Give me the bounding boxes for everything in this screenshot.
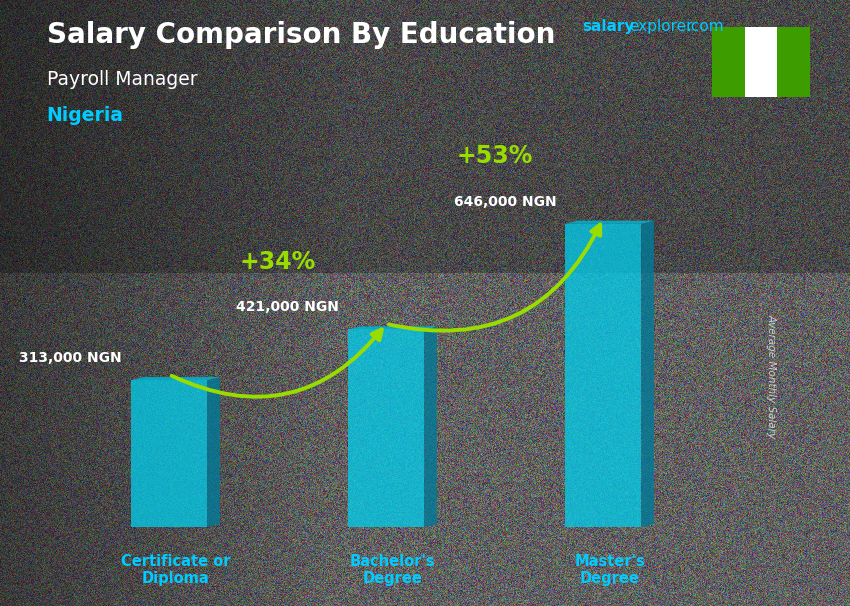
Bar [745, 27, 778, 97]
Text: explorer: explorer [629, 19, 693, 35]
Polygon shape [348, 327, 437, 330]
Text: Bachelor's
Degree: Bachelor's Degree [349, 553, 435, 586]
Text: 646,000 NGN: 646,000 NGN [454, 195, 556, 209]
Polygon shape [348, 330, 424, 527]
Polygon shape [565, 224, 641, 527]
Text: Average Monthly Salary: Average Monthly Salary [767, 314, 777, 438]
Polygon shape [207, 377, 220, 527]
Polygon shape [641, 221, 654, 527]
Polygon shape [0, 0, 850, 273]
Text: 421,000 NGN: 421,000 NGN [236, 301, 339, 315]
Bar [778, 27, 810, 97]
Bar [712, 27, 745, 97]
Text: Payroll Manager: Payroll Manager [47, 70, 197, 88]
Polygon shape [565, 221, 654, 224]
Text: Salary Comparison By Education: Salary Comparison By Education [47, 21, 555, 49]
Polygon shape [131, 380, 207, 527]
Polygon shape [424, 327, 437, 527]
Text: Master's
Degree: Master's Degree [575, 553, 645, 586]
Polygon shape [131, 377, 220, 380]
Text: +53%: +53% [456, 144, 533, 168]
Text: Certificate or
Diploma: Certificate or Diploma [121, 553, 230, 586]
Text: +34%: +34% [240, 250, 316, 274]
Text: salary: salary [582, 19, 635, 35]
Text: 313,000 NGN: 313,000 NGN [20, 351, 122, 365]
Text: Nigeria: Nigeria [47, 106, 124, 125]
Text: .com: .com [687, 19, 724, 35]
